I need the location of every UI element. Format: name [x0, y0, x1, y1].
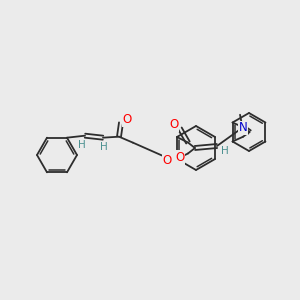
Text: H: H	[221, 146, 229, 156]
Text: N: N	[239, 121, 248, 134]
Text: O: O	[162, 154, 172, 167]
Text: H: H	[100, 142, 108, 152]
Text: O: O	[169, 118, 178, 131]
Text: O: O	[122, 113, 132, 126]
Text: H: H	[78, 140, 86, 150]
Text: O: O	[175, 151, 184, 164]
